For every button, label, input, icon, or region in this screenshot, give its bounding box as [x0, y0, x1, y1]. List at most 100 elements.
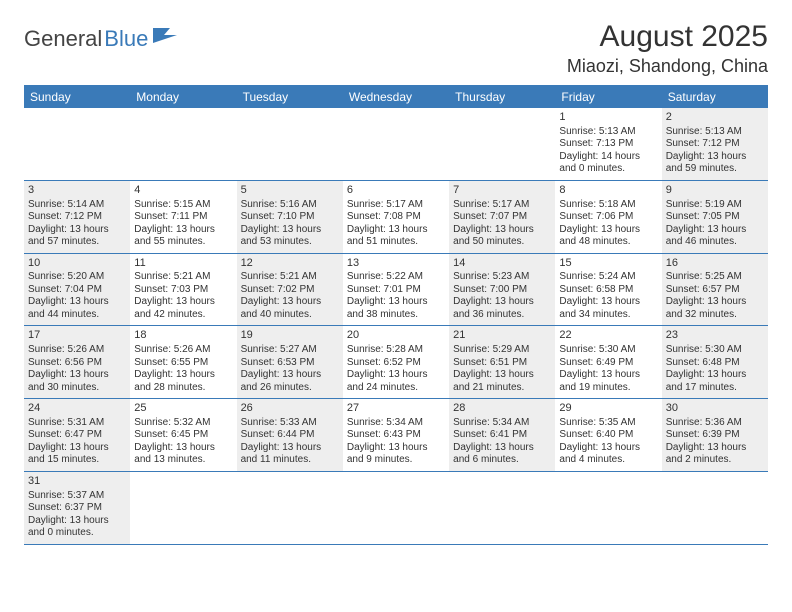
day-info-line: Daylight: 13 hours — [347, 442, 445, 455]
day-number: 13 — [347, 257, 445, 271]
day-cell: 15Sunrise: 5:24 AMSunset: 6:58 PMDayligh… — [555, 254, 661, 326]
weekday-label: Thursday — [449, 86, 555, 108]
day-number: 22 — [559, 329, 657, 343]
day-info-line: Sunset: 6:39 PM — [666, 429, 764, 442]
day-info-line: Sunset: 7:07 PM — [453, 211, 551, 224]
day-info-line: Sunrise: 5:17 AM — [347, 199, 445, 212]
day-info-line: Sunset: 6:55 PM — [134, 357, 232, 370]
day-number: 21 — [453, 329, 551, 343]
day-info-line: and 59 minutes. — [666, 163, 764, 176]
day-info-line: and 42 minutes. — [134, 309, 232, 322]
day-number: 30 — [666, 402, 764, 416]
day-cell: 29Sunrise: 5:35 AMSunset: 6:40 PMDayligh… — [555, 399, 661, 471]
day-info-line: Daylight: 13 hours — [28, 224, 126, 237]
day-cell: 25Sunrise: 5:32 AMSunset: 6:45 PMDayligh… — [130, 399, 236, 471]
day-cell — [237, 108, 343, 180]
day-info-line: and 9 minutes. — [347, 454, 445, 467]
day-info-line: and 46 minutes. — [666, 236, 764, 249]
day-info-line: and 15 minutes. — [28, 454, 126, 467]
day-cell: 9Sunrise: 5:19 AMSunset: 7:05 PMDaylight… — [662, 181, 768, 253]
week-row: 3Sunrise: 5:14 AMSunset: 7:12 PMDaylight… — [24, 181, 768, 254]
day-info-line: Sunrise: 5:33 AM — [241, 417, 339, 430]
day-info-line: Sunset: 6:58 PM — [559, 284, 657, 297]
day-info-line: Sunrise: 5:21 AM — [134, 271, 232, 284]
day-info-line: Daylight: 13 hours — [559, 296, 657, 309]
day-number: 31 — [28, 475, 126, 489]
month-title: August 2025 — [567, 20, 768, 54]
day-cell — [449, 472, 555, 544]
day-info-line: Daylight: 13 hours — [347, 369, 445, 382]
day-info-line: and 53 minutes. — [241, 236, 339, 249]
day-cell: 7Sunrise: 5:17 AMSunset: 7:07 PMDaylight… — [449, 181, 555, 253]
day-info-line: Sunrise: 5:27 AM — [241, 344, 339, 357]
day-info-line: and 2 minutes. — [666, 454, 764, 467]
day-info-line: and 19 minutes. — [559, 382, 657, 395]
day-number: 4 — [134, 184, 232, 198]
calendar-page: GeneralBlue August 2025 Miaozi, Shandong… — [0, 0, 792, 565]
day-cell — [237, 472, 343, 544]
day-info-line: Sunset: 6:57 PM — [666, 284, 764, 297]
day-cell: 19Sunrise: 5:27 AMSunset: 6:53 PMDayligh… — [237, 326, 343, 398]
day-info-line: Sunset: 6:53 PM — [241, 357, 339, 370]
day-number: 2 — [666, 111, 764, 125]
day-number: 7 — [453, 184, 551, 198]
day-cell — [662, 472, 768, 544]
day-info-line: and 55 minutes. — [134, 236, 232, 249]
day-cell: 10Sunrise: 5:20 AMSunset: 7:04 PMDayligh… — [24, 254, 130, 326]
day-number: 12 — [241, 257, 339, 271]
day-info-line: Daylight: 13 hours — [453, 296, 551, 309]
day-info-line: Sunset: 6:47 PM — [28, 429, 126, 442]
title-block: August 2025 Miaozi, Shandong, China — [567, 20, 768, 77]
day-info-line: Daylight: 13 hours — [559, 369, 657, 382]
day-cell: 11Sunrise: 5:21 AMSunset: 7:03 PMDayligh… — [130, 254, 236, 326]
weekday-label: Friday — [555, 86, 661, 108]
day-info-line: and 36 minutes. — [453, 309, 551, 322]
day-info-line: Sunrise: 5:36 AM — [666, 417, 764, 430]
day-info-line: and 28 minutes. — [134, 382, 232, 395]
day-number: 10 — [28, 257, 126, 271]
day-info-line: Sunset: 6:51 PM — [453, 357, 551, 370]
day-info-line: Sunrise: 5:34 AM — [453, 417, 551, 430]
day-info-line: Daylight: 13 hours — [28, 296, 126, 309]
day-cell: 8Sunrise: 5:18 AMSunset: 7:06 PMDaylight… — [555, 181, 661, 253]
day-number: 27 — [347, 402, 445, 416]
day-info-line: Sunset: 7:04 PM — [28, 284, 126, 297]
day-cell: 31Sunrise: 5:37 AMSunset: 6:37 PMDayligh… — [24, 472, 130, 544]
day-info-line: Sunset: 7:08 PM — [347, 211, 445, 224]
week-row: 24Sunrise: 5:31 AMSunset: 6:47 PM Dayligh… — [24, 399, 768, 472]
day-cell: 26Sunrise: 5:33 AMSunset: 6:44 PMDayligh… — [237, 399, 343, 471]
day-info-line: Daylight: 13 hours — [453, 369, 551, 382]
day-info-line: Sunrise: 5:31 AM — [28, 417, 126, 430]
day-info-line: Sunset: 6:40 PM — [559, 429, 657, 442]
day-info-line: Sunset: 6:37 PM — [28, 502, 126, 515]
day-cell: 24Sunrise: 5:31 AMSunset: 6:47 PMDayligh… — [24, 399, 130, 471]
day-number: 26 — [241, 402, 339, 416]
day-number: 24 — [28, 402, 126, 416]
location: Miaozi, Shandong, China — [567, 56, 768, 77]
day-info-line: Sunrise: 5:26 AM — [134, 344, 232, 357]
day-info-line: Sunrise: 5:13 AM — [666, 126, 764, 139]
day-info-line: Daylight: 13 hours — [28, 515, 126, 528]
day-cell: 12Sunrise: 5:21 AMSunset: 7:02 PMDayligh… — [237, 254, 343, 326]
day-info-line: and 0 minutes. — [559, 163, 657, 176]
day-info-line: Sunset: 6:56 PM — [28, 357, 126, 370]
header: GeneralBlue August 2025 Miaozi, Shandong… — [24, 20, 768, 77]
day-info-line: Daylight: 13 hours — [347, 296, 445, 309]
day-info-line: Sunset: 6:48 PM — [666, 357, 764, 370]
day-info-line: Sunrise: 5:26 AM — [28, 344, 126, 357]
day-cell — [449, 108, 555, 180]
day-info-line: Daylight: 13 hours — [453, 224, 551, 237]
day-info-line: Sunset: 7:12 PM — [28, 211, 126, 224]
day-number: 3 — [28, 184, 126, 198]
day-info-line: Daylight: 13 hours — [453, 442, 551, 455]
day-info-line: Sunrise: 5:18 AM — [559, 199, 657, 212]
day-info-line: Daylight: 13 hours — [559, 442, 657, 455]
day-info-line: and 13 minutes. — [134, 454, 232, 467]
day-number: 23 — [666, 329, 764, 343]
week-row: 31Sunrise: 5:37 AMSunset: 6:37 PMDayligh… — [24, 472, 768, 545]
flag-icon — [152, 26, 178, 49]
day-info-line: and 6 minutes. — [453, 454, 551, 467]
day-cell: 2Sunrise: 5:13 AMSunset: 7:12 PMDaylight… — [662, 108, 768, 180]
day-cell — [343, 472, 449, 544]
day-info-line: and 44 minutes. — [28, 309, 126, 322]
